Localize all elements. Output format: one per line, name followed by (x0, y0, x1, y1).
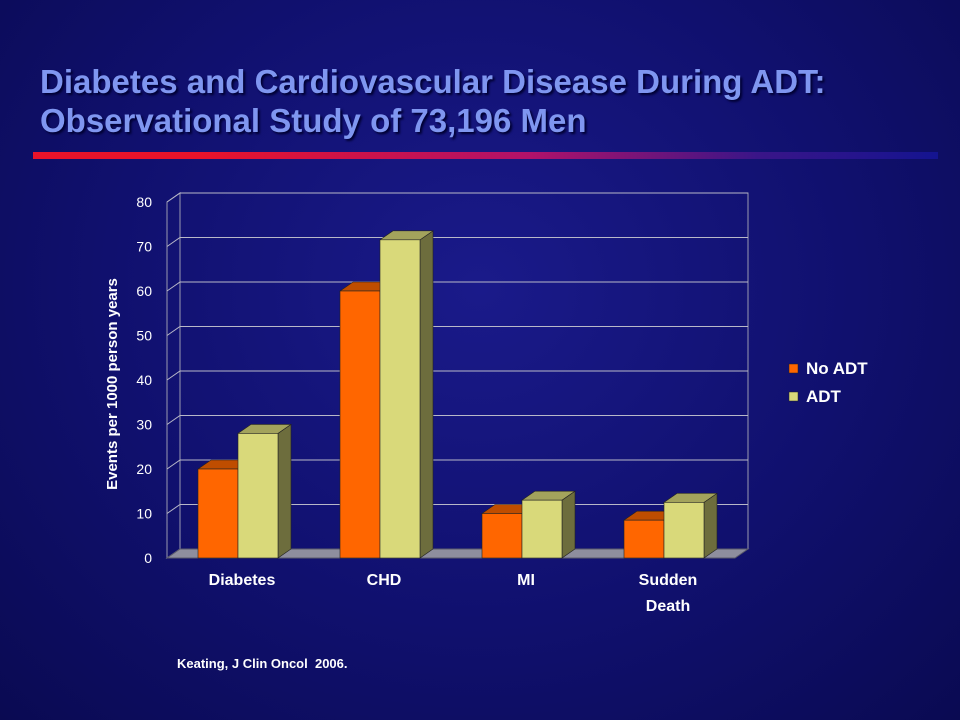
y-tick-label: 40 (136, 372, 152, 388)
gridline (166, 415, 748, 425)
gridline (166, 370, 748, 381)
x-category-label: MI (517, 572, 535, 589)
gridline (166, 326, 748, 336)
x-category-label: Diabetes (209, 572, 276, 589)
bar-front (623, 519, 665, 559)
bar-adt-1 (379, 230, 434, 559)
bar-front (521, 499, 563, 559)
citation: Keating, J Clin Oncol 2006. (177, 656, 348, 671)
y-tick-label: 80 (136, 194, 152, 210)
gridline (166, 281, 748, 292)
title-line-2: Observational Study of 73,196 Men (40, 102, 587, 139)
gridline (166, 459, 748, 470)
bar-side (277, 423, 292, 559)
legend-label: ADT (806, 387, 842, 406)
y-tick-label: 30 (136, 417, 152, 433)
bar-side (419, 230, 434, 559)
gridline (166, 237, 748, 247)
legend-swatch (788, 363, 799, 374)
bar-adt-3 (663, 492, 718, 559)
bar-adt-0 (237, 423, 292, 559)
legend-swatch (788, 391, 799, 402)
x-axis-categories: Diabetes CHD MI Sudden Death (209, 572, 698, 615)
legend-label: No ADT (806, 359, 868, 378)
bar-side (703, 492, 718, 559)
bar-front (481, 513, 523, 559)
bar-side (561, 490, 576, 559)
y-tick-label: 50 (136, 328, 152, 344)
x-category-label: CHD (367, 572, 402, 589)
bar-front (339, 290, 381, 559)
x-category-label: Death (646, 598, 690, 615)
bar-front (197, 468, 239, 559)
bar-front (237, 433, 279, 559)
chart-bars (197, 230, 718, 559)
y-tick-label: 60 (136, 283, 152, 299)
y-tick-label: 70 (136, 239, 152, 255)
x-category-label: Sudden (639, 572, 698, 589)
bar-front (379, 239, 421, 559)
y-tick-label: 0 (144, 550, 152, 566)
title-line-1: Diabetes and Cardiovascular Disease Duri… (40, 63, 826, 100)
slide-title: Diabetes and Cardiovascular Disease Duri… (40, 62, 940, 140)
y-axis-ticks: 0 10 20 30 40 50 60 70 80 (136, 194, 152, 566)
gridline (166, 192, 748, 203)
y-tick-label: 10 (136, 506, 152, 522)
title-divider (33, 152, 938, 159)
bar-adt-2 (521, 490, 576, 559)
chart-gridlines (166, 192, 748, 514)
bar-front (663, 502, 705, 559)
chart-legend: No ADT ADT (788, 359, 868, 406)
y-axis-title: Events per 1000 person years (104, 278, 121, 490)
y-tick-label: 20 (136, 461, 152, 477)
